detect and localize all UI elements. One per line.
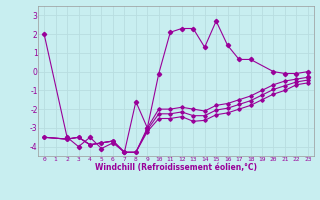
X-axis label: Windchill (Refroidissement éolien,°C): Windchill (Refroidissement éolien,°C) (95, 163, 257, 172)
